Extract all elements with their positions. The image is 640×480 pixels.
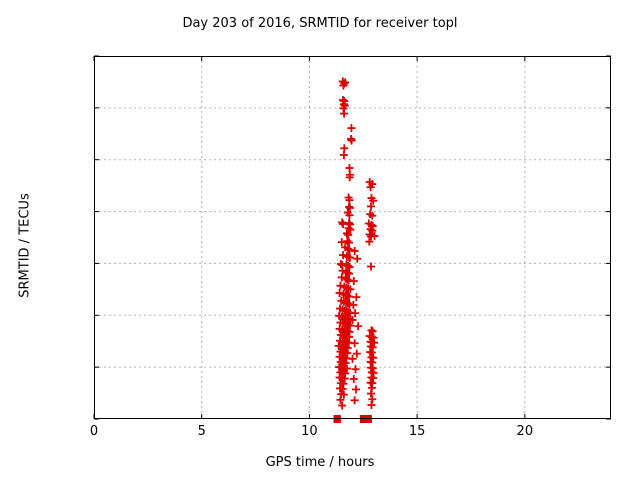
x-tick-label: 10 bbox=[301, 424, 318, 439]
scatter-point bbox=[344, 262, 353, 271]
scatter-point bbox=[354, 322, 363, 331]
scatter-point bbox=[367, 389, 376, 398]
scatter-point bbox=[348, 315, 357, 324]
plot-area bbox=[94, 56, 611, 419]
scatter-point bbox=[341, 358, 350, 367]
scatter-markers bbox=[334, 77, 379, 410]
scatter-point bbox=[345, 196, 354, 205]
scatter-point bbox=[343, 237, 352, 246]
scatter-point bbox=[349, 375, 358, 384]
scatter-point bbox=[345, 211, 354, 220]
scatter-point bbox=[338, 401, 347, 410]
scatter-point bbox=[345, 245, 354, 254]
scatter-point bbox=[349, 300, 358, 309]
x-axis-label: GPS time / hours bbox=[265, 455, 375, 470]
scatter-point bbox=[369, 196, 378, 205]
scatter-point bbox=[346, 285, 355, 294]
scatter-point bbox=[348, 354, 357, 363]
scatter-point bbox=[344, 224, 353, 233]
scatter-point bbox=[342, 283, 351, 292]
scatter-point bbox=[345, 173, 354, 182]
scatter-point bbox=[351, 385, 360, 394]
scatter-point bbox=[350, 246, 359, 255]
baseline-block bbox=[359, 415, 372, 423]
x-tick-label: 20 bbox=[516, 424, 534, 439]
scatter-point bbox=[352, 349, 361, 358]
scatter-point bbox=[339, 220, 348, 229]
scatter-point bbox=[342, 229, 351, 238]
scatter-point bbox=[367, 326, 376, 335]
scatter-point bbox=[367, 400, 376, 409]
scatter-point bbox=[345, 263, 354, 272]
baseline-blocks bbox=[333, 415, 372, 423]
scatter-point bbox=[350, 339, 359, 348]
scatter-point bbox=[347, 124, 356, 133]
scatter-point bbox=[336, 281, 345, 290]
scatter-point bbox=[335, 288, 344, 297]
scatter-point bbox=[337, 238, 346, 247]
scatter-point bbox=[343, 268, 352, 277]
scatter-point bbox=[343, 291, 352, 300]
scatter-point bbox=[367, 202, 376, 211]
scatter-point bbox=[351, 365, 360, 374]
scatter-point bbox=[345, 253, 354, 262]
scatter-point bbox=[340, 144, 349, 153]
scatter-point bbox=[350, 396, 359, 405]
x-tick-label: 0 bbox=[89, 424, 99, 439]
baseline-block bbox=[333, 415, 341, 423]
scatter-point bbox=[342, 364, 351, 373]
scatter-point bbox=[351, 309, 360, 318]
scatter-point bbox=[339, 390, 348, 399]
scatter-point bbox=[340, 109, 349, 118]
scatter-point bbox=[337, 273, 346, 282]
plot-frame-border bbox=[94, 56, 611, 419]
chart-title: Day 203 of 2016, SRMTID for receiver top… bbox=[182, 16, 458, 31]
scatter-point bbox=[345, 203, 354, 212]
gridlines bbox=[94, 56, 611, 419]
scatter-point bbox=[339, 251, 348, 260]
scatter-point bbox=[367, 262, 376, 271]
scatter-point bbox=[352, 293, 361, 302]
scatter-point bbox=[370, 231, 379, 240]
scatter-point bbox=[338, 384, 347, 393]
scatter-point bbox=[345, 292, 354, 301]
scatter-point bbox=[366, 183, 375, 192]
scatter-point bbox=[345, 269, 354, 278]
scatter-point bbox=[343, 275, 352, 284]
scatter-point bbox=[341, 78, 350, 87]
x-tick-label: 5 bbox=[197, 424, 206, 439]
scatter-point bbox=[349, 277, 358, 286]
scatter-point bbox=[353, 254, 362, 263]
scatter-point bbox=[343, 299, 352, 308]
scatter-point bbox=[345, 164, 354, 173]
scatter-point bbox=[347, 136, 356, 145]
scatter-point bbox=[336, 395, 345, 404]
x-tick-label: 15 bbox=[408, 424, 426, 439]
scatter-point bbox=[344, 244, 353, 253]
scatter-point bbox=[368, 211, 377, 220]
scatter-point bbox=[365, 237, 374, 246]
scatter-point bbox=[340, 374, 349, 383]
scatter-point bbox=[339, 151, 348, 160]
